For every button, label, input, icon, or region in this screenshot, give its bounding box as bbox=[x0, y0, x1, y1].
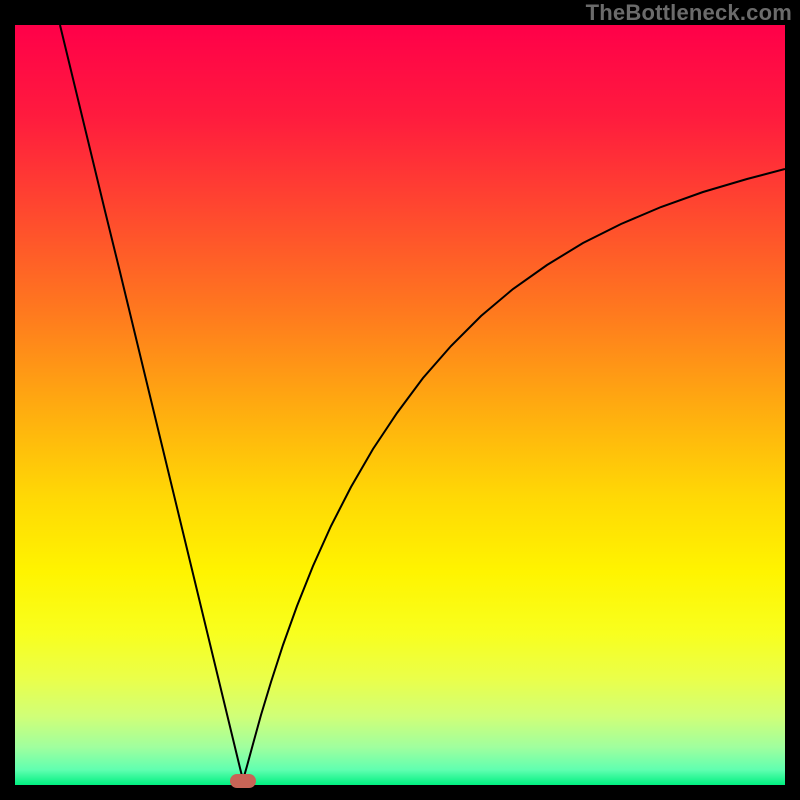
chart-background-gradient bbox=[15, 25, 785, 785]
watermark-text: TheBottleneck.com bbox=[586, 0, 792, 26]
bottleneck-chart bbox=[0, 0, 800, 800]
chart-container: TheBottleneck.com bbox=[0, 0, 800, 800]
optimal-marker bbox=[230, 774, 256, 788]
